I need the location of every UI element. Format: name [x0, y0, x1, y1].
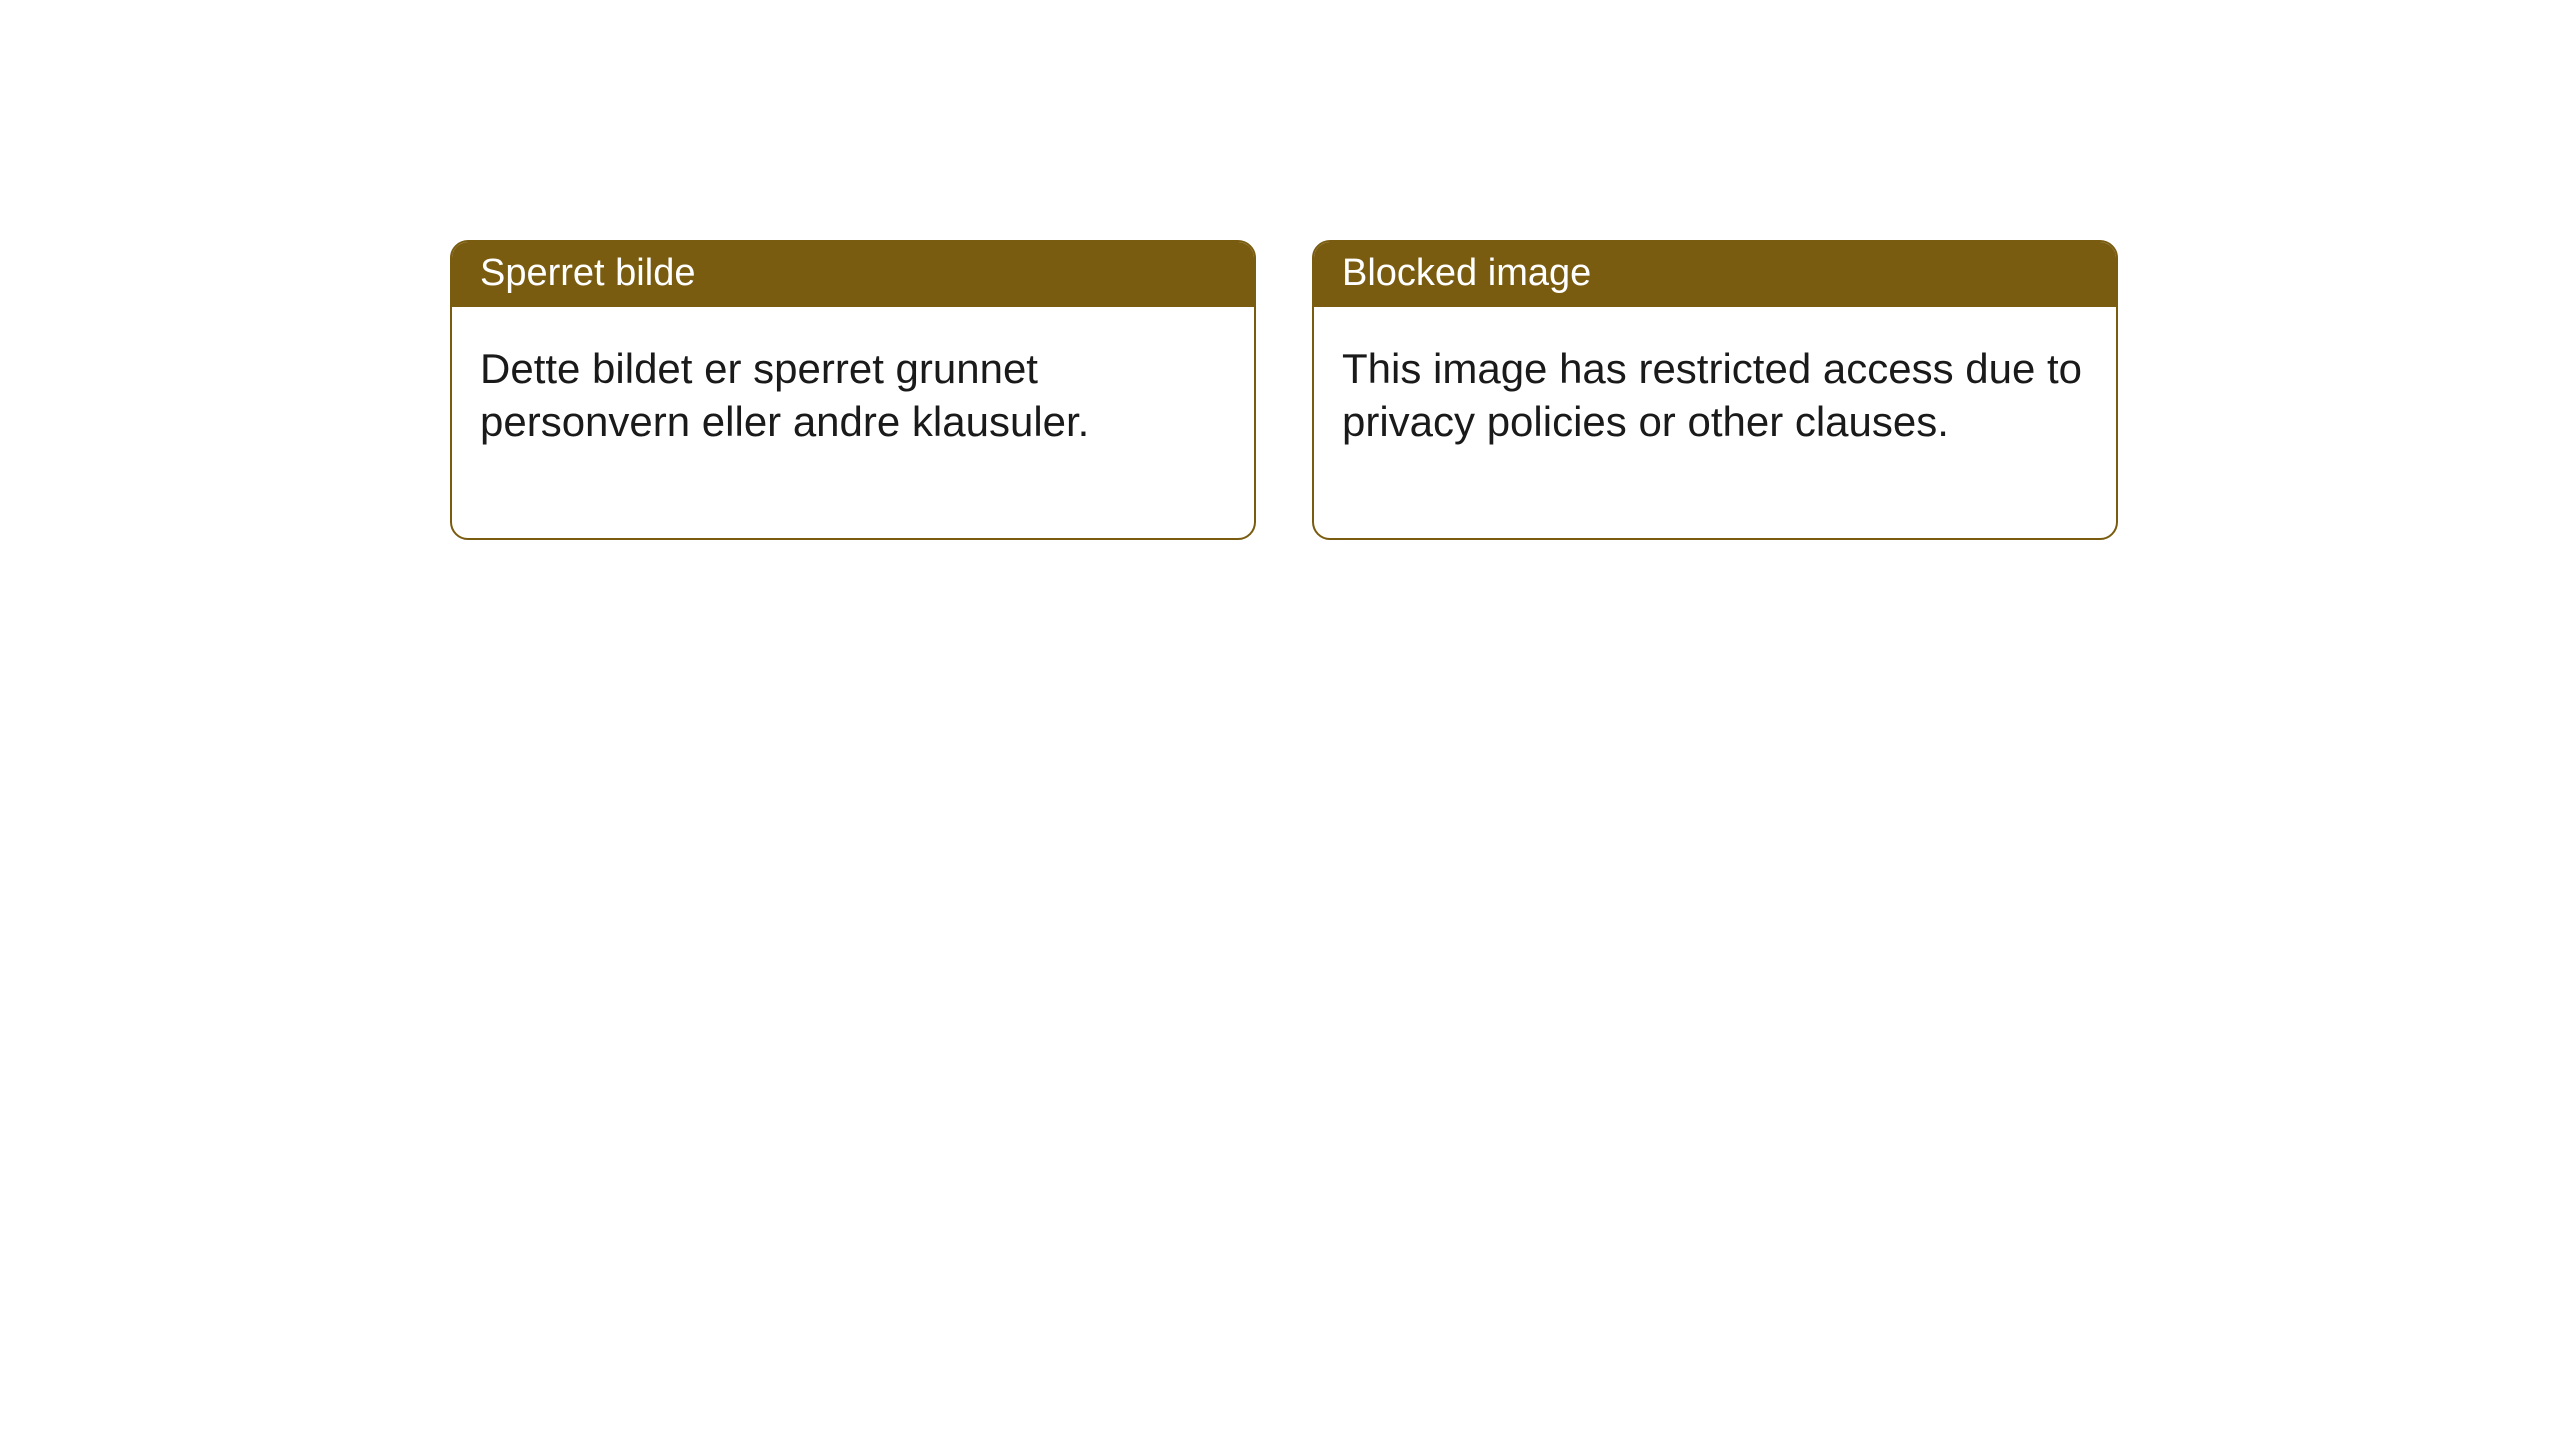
notice-cards-container: Sperret bilde Dette bildet er sperret gr…: [0, 0, 2560, 540]
card-header: Blocked image: [1314, 242, 2116, 307]
card-title: Sperret bilde: [480, 252, 695, 294]
notice-card-english: Blocked image This image has restricted …: [1312, 240, 2118, 540]
card-header: Sperret bilde: [452, 242, 1254, 307]
notice-card-norwegian: Sperret bilde Dette bildet er sperret gr…: [450, 240, 1256, 540]
card-body: This image has restricted access due to …: [1314, 307, 2116, 538]
card-body: Dette bildet er sperret grunnet personve…: [452, 307, 1254, 538]
card-body-text: Dette bildet er sperret grunnet personve…: [480, 345, 1089, 445]
card-title: Blocked image: [1342, 252, 1591, 294]
card-body-text: This image has restricted access due to …: [1342, 345, 2082, 445]
